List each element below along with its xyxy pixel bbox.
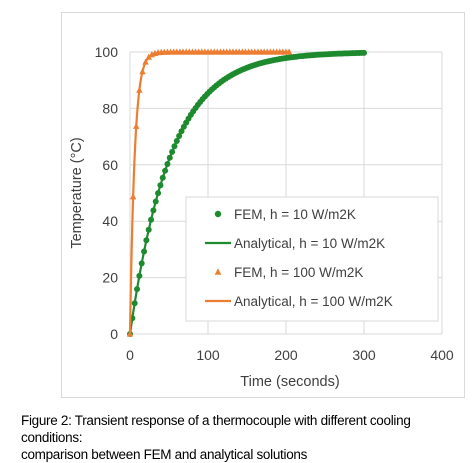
x-tick-label: 200	[274, 347, 298, 363]
y-tick-label: 60	[102, 157, 118, 173]
y-tick-label: 80	[102, 100, 118, 116]
y-tick-label: 40	[102, 213, 118, 229]
y-tick-label: 20	[102, 270, 118, 286]
figure-caption: Figure 2: Transient response of a thermo…	[21, 412, 466, 463]
y-tick-label: 100	[95, 44, 119, 60]
x-tick-label: 400	[430, 347, 454, 363]
x-tick-label: 0	[126, 347, 134, 363]
x-tick-label: 300	[352, 347, 376, 363]
x-axis-label: Time (seconds)	[240, 374, 339, 390]
series-line-1	[128, 51, 365, 335]
caption-line-1: Figure 2: Transient response of a thermo…	[21, 413, 411, 445]
legend-label: Analytical, h = 100 W/m2K	[234, 294, 393, 309]
y-axis-label: Temperature (°C)	[69, 137, 85, 248]
legend-swatch	[214, 268, 222, 275]
legend-swatch	[214, 210, 222, 218]
legend-label: FEM, h = 10 W/m2K	[234, 207, 356, 222]
series-line-3	[128, 50, 290, 335]
temperature-chart: 0 20 40 60 80 100 0 100 200 300 400 Time (seconds) T…	[69, 44, 454, 390]
legend-label: Analytical, h = 10 W/m2K	[234, 236, 385, 251]
y-tick-label: 0	[110, 326, 118, 342]
x-tick-label: 100	[196, 347, 220, 363]
legend-label: FEM, h = 100 W/m2K	[234, 265, 363, 280]
caption-line-2: comparison between FEM and analytical so…	[21, 447, 308, 462]
